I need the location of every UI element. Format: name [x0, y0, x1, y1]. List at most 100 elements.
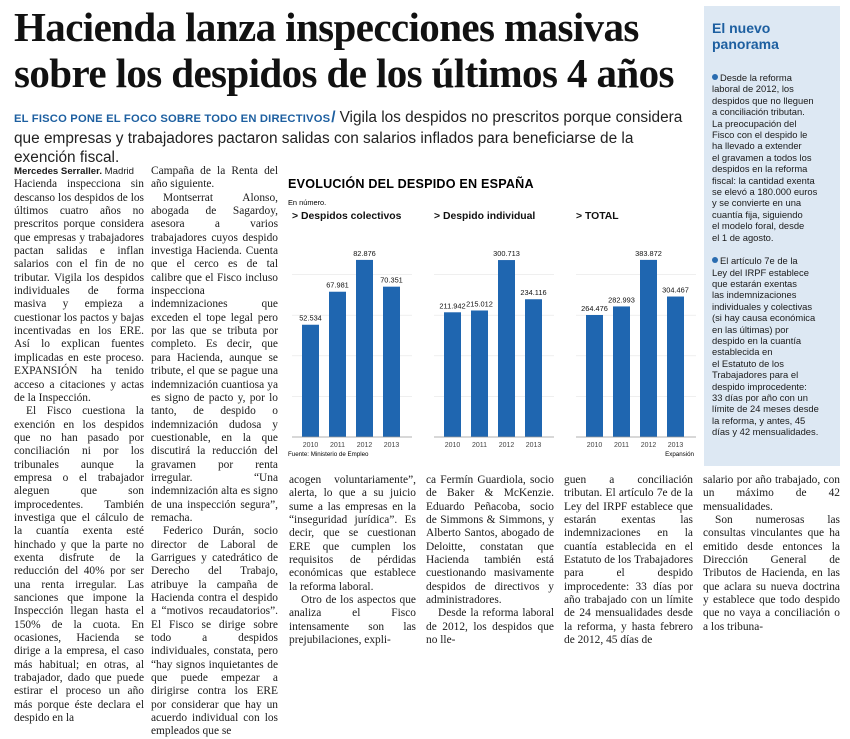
- article-column-2: Campaña de la Renta del año siguiente. M…: [151, 165, 278, 739]
- bullet-icon: [712, 74, 718, 80]
- sidebar-item-line: despidos que no lleguen: [712, 94, 814, 106]
- paragraph: Desde la reforma laboral de 2012, los de…: [426, 607, 554, 647]
- bar: [667, 296, 684, 437]
- article-column-5: guen a conciliación tributan. El artícul…: [564, 474, 693, 647]
- byline-author: Mercedes Serraller.: [14, 166, 103, 177]
- sidebar-item-line: (si hay causa económica: [712, 312, 816, 324]
- sidebar-item-line: despido en la cuantía: [712, 334, 802, 346]
- tick-label: 2011: [614, 442, 629, 449]
- sidebar-item: Desde la reforma laboral de 2012, los desp…: [712, 72, 834, 243]
- data-label: 282.993: [608, 295, 635, 304]
- deck-separator: /: [331, 109, 336, 126]
- bar: [383, 286, 400, 437]
- byline-place: Madrid: [102, 166, 135, 177]
- sidebar-item: El artículo 7e de la Ley del IRPF estable…: [712, 255, 834, 438]
- bar: [356, 259, 373, 437]
- sidebar-item-line: cuantía fija, siguiendo: [712, 208, 803, 220]
- chart-credit: Expansión: [665, 451, 694, 458]
- sidebar-item-line: despido improcedente:: [712, 380, 807, 392]
- sidebar-item-line: Ley del IRPF establece: [712, 266, 809, 278]
- deck: EL FISCO PONE EL FOCO SOBRE TODO EN DIRE…: [14, 108, 694, 167]
- headline: Hacienda lanza inspecciones masivas sobr…: [14, 4, 694, 96]
- chart: EVOLUCIÓN DEL DESPIDO EN ESPAÑA En númer…: [284, 172, 698, 462]
- sidebar-item-line: días y 42 mensualidades.: [712, 426, 819, 438]
- paragraph: Montserrat Alonso, abogada de Sagardoy, …: [151, 191, 278, 524]
- paragraph: Hacienda inspecciona sin descanso los de…: [14, 178, 144, 404]
- sidebar-item-line: La preocupación del: [712, 117, 797, 129]
- data-label: 52.534: [299, 314, 322, 323]
- bar: [471, 310, 488, 437]
- sidebar-item-line: Desde la reforma: [712, 72, 834, 83]
- paragraph: acogen voluntariamente”, alerta, lo que …: [289, 474, 416, 593]
- chart-unit: En número.: [288, 198, 326, 207]
- sidebar-item-line: despidos en la reforma: [712, 163, 808, 175]
- sidebar-item-line: Fisco con el despido le: [712, 129, 808, 141]
- article-column-3: acogen voluntariamente”, alerta, lo que …: [289, 474, 416, 647]
- tick-label: 2011: [472, 442, 487, 449]
- bullet-icon: [712, 257, 718, 264]
- data-label: 70.351: [380, 276, 403, 285]
- sidebar-item-line: las indemnizaciones: [712, 289, 797, 301]
- bar: [586, 314, 603, 437]
- sidebar-item-line: El artículo 7e de la: [712, 255, 834, 266]
- sidebar-box: El nuevo panorama Desde la reforma labora…: [704, 6, 840, 466]
- paragraph: Son numerosas las consultas vinculantes …: [703, 514, 840, 633]
- byline: Mercedes Serraller. Madrid: [14, 165, 144, 178]
- sidebar-title-line-2: panorama: [712, 36, 779, 52]
- paragraph: ca Fermín Guardiola, socio de Baker & Mc…: [426, 474, 554, 607]
- data-label: 304.467: [662, 286, 689, 295]
- bar: [302, 324, 319, 437]
- sidebar-title: El nuevo panorama: [712, 20, 840, 52]
- headline-line-1: Hacienda lanza inspecciones masivas: [14, 4, 639, 50]
- deck-kicker: EL FISCO PONE EL FOCO SOBRE TODO EN DIRE…: [14, 113, 331, 125]
- tick-label: 2010: [303, 442, 319, 449]
- sidebar-item-line: laboral de 2012, los: [712, 83, 794, 95]
- sidebar-item-line: el gravamen a todos los: [712, 151, 812, 163]
- data-label: 383.872: [635, 249, 662, 258]
- data-label: 211.942: [439, 301, 465, 310]
- paragraph: salario por año trabajado, con un máximo…: [703, 474, 840, 513]
- article-column-6: salario por año trabajado, con un máximo…: [703, 474, 840, 634]
- tick-label: 2011: [330, 442, 345, 449]
- panel-title: > Despidos colectivos: [292, 211, 402, 222]
- chart-svg: EVOLUCIÓN DEL DESPIDO EN ESPAÑA En númer…: [288, 176, 696, 458]
- paragraph: Otro de los aspectos que analiza el Fisc…: [289, 594, 416, 647]
- data-label: 67.981: [326, 281, 349, 290]
- data-label: 264.476: [581, 304, 608, 313]
- sidebar-item-line: el Estatuto de los: [712, 357, 784, 369]
- sidebar-item-line: el modelo foral, desde: [712, 220, 805, 232]
- sidebar-item-line: se elevó a 180.000 euros: [712, 186, 818, 198]
- sidebar-item-line: el 1 de agosto.: [712, 231, 774, 243]
- panel-title: > TOTAL: [576, 211, 619, 222]
- tick-label: 2013: [526, 442, 542, 449]
- sidebar-item-line: fiscal: la cantidad exenta: [712, 174, 815, 186]
- bar: [525, 299, 542, 437]
- panel-title: > Despido individual: [434, 211, 535, 222]
- sidebar-item-line: que estarán exentas: [712, 277, 797, 289]
- sidebar-title-line-1: El nuevo: [712, 20, 771, 36]
- tick-label: 2013: [668, 442, 684, 449]
- sidebar-item-line: en las últimas) por: [712, 323, 789, 335]
- data-label: 82.876: [353, 249, 376, 258]
- headline-line-2: sobre los despidos de los últimos 4 años: [14, 50, 674, 96]
- sidebar-item-line: a conciliación tributan.: [712, 106, 805, 118]
- bar: [640, 259, 657, 437]
- data-label: 300.713: [493, 249, 520, 258]
- sidebar-item-line: y se convierte en una: [712, 197, 802, 209]
- data-label: 215.012: [466, 299, 493, 308]
- sidebar-item-line: 33 días por año con un: [712, 391, 808, 403]
- sidebar-item-line: Trabajadores para el: [712, 369, 799, 381]
- bar: [444, 312, 461, 437]
- deck-text: Vigila los despidos no prescritos porque…: [14, 109, 683, 166]
- sidebar-item-line: límite de 24 meses desde: [712, 403, 819, 415]
- paragraph: guen a conciliación tributan. El artícul…: [564, 474, 693, 647]
- tick-label: 2012: [357, 442, 373, 449]
- tick-label: 2012: [641, 442, 657, 449]
- sidebar-items: Desde la reforma laboral de 2012, los desp…: [704, 72, 840, 438]
- paragraph: El Fisco cuestiona la exención en los de…: [14, 405, 144, 725]
- article-column-1: Mercedes Serraller. Madrid Hacienda insp…: [14, 165, 144, 725]
- sidebar-item-line: ha llevado a extender: [712, 140, 802, 152]
- bar: [329, 291, 346, 437]
- bar: [498, 260, 515, 437]
- tick-label: 2010: [445, 442, 461, 449]
